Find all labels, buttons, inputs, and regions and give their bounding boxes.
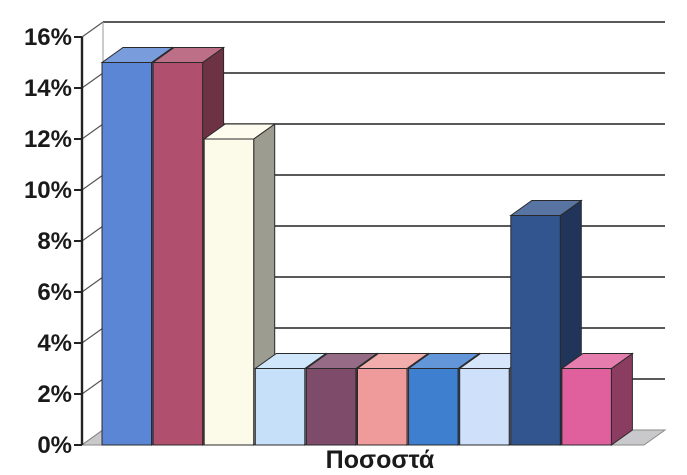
side-wall-gridline	[81, 123, 104, 140]
bar-front	[203, 138, 255, 446]
bar-side	[610, 352, 633, 446]
side-wall-gridline	[81, 225, 104, 242]
y-tick-label: 16%	[24, 24, 72, 51]
side-wall-gridline	[81, 21, 104, 38]
bar	[560, 352, 634, 446]
bar-front	[510, 215, 561, 446]
bar-front	[101, 62, 152, 446]
bar-front	[305, 368, 357, 446]
y-tick-label: 14%	[24, 75, 72, 102]
y-tick-label: 12%	[24, 126, 72, 153]
x-axis-label: Ποσοστά	[326, 446, 435, 474]
y-tick-label: 2%	[37, 381, 72, 408]
bar-front	[152, 62, 204, 446]
bar-front	[408, 368, 459, 446]
bar-front	[357, 368, 408, 446]
y-tick-label: 10%	[24, 177, 72, 204]
bar-front	[561, 368, 612, 446]
side-wall-gridline	[81, 72, 104, 89]
side-wall-gridline	[81, 276, 104, 293]
bar	[202, 123, 277, 446]
side-wall-gridline	[81, 378, 104, 395]
bars	[100, 46, 634, 446]
y-tick-label: 6%	[37, 279, 72, 306]
bar-front	[459, 368, 510, 446]
y-tick-label: 4%	[37, 330, 72, 357]
bar-front	[254, 368, 306, 446]
y-tick-label: 8%	[37, 228, 72, 255]
side-wall-gridline	[81, 174, 104, 191]
side-wall-gridline	[81, 327, 104, 344]
y-tick-label: 0%	[37, 432, 72, 459]
y-tick-labels: 0% 2% 4% 6% 8% 10% 12% 14% 16%	[24, 24, 72, 459]
